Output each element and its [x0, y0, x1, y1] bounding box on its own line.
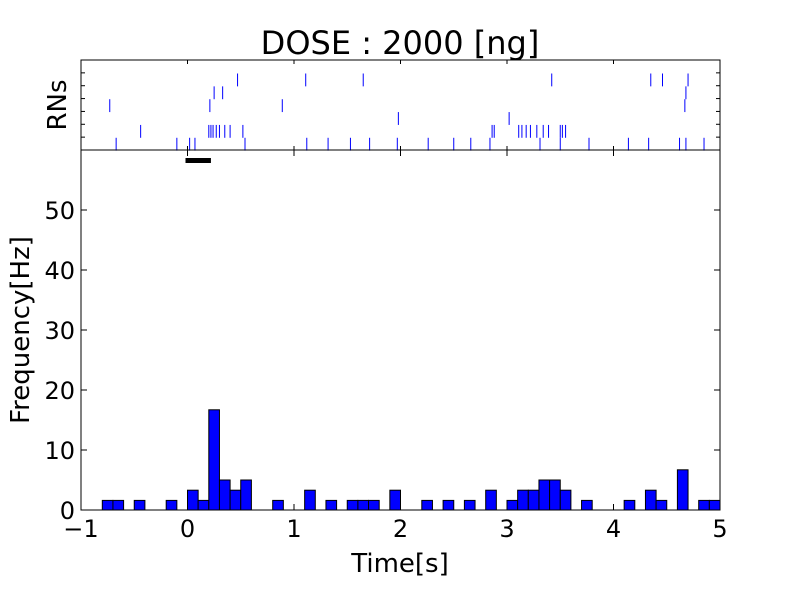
histogram-bar [112, 499, 125, 511]
histogram-x-tick-label: 0 [180, 515, 195, 543]
histogram-bar [346, 499, 359, 511]
histogram-bar [240, 479, 252, 511]
histogram-bar [559, 489, 572, 511]
raster-y-axis-label: RNs [43, 79, 73, 130]
histogram-bar [506, 499, 519, 511]
histogram-x-tick-label: 2 [393, 515, 408, 543]
histogram-bar [485, 489, 497, 511]
histogram-bar [389, 489, 402, 511]
histogram-bar [708, 499, 721, 511]
histogram-y-tick-label: 0 [60, 497, 75, 525]
histogram-x-tick-label: 5 [712, 515, 727, 543]
raster-panel [80, 59, 721, 163]
histogram-y-tick-label: 10 [44, 437, 75, 465]
histogram-x-tick-label: 3 [499, 515, 514, 543]
histogram-bar [187, 489, 199, 511]
histogram-bar [527, 489, 540, 511]
histogram-bar [517, 489, 529, 511]
histogram-x-tick-label: −1 [63, 515, 98, 543]
histogram-y-tick-label: 40 [44, 257, 75, 285]
histogram-bar [655, 499, 668, 511]
histogram-y-tick-label: 30 [44, 317, 75, 345]
histogram-bar [229, 489, 242, 511]
chart-title: DOSE : 2000 [ng] [261, 24, 540, 62]
histogram-y-tick-label: 50 [44, 197, 75, 225]
histogram-bar [698, 499, 710, 511]
histogram-bar [676, 469, 689, 511]
histogram-bar [133, 499, 146, 511]
stimulus-bar [185, 158, 211, 163]
histogram-frame [80, 149, 721, 511]
histogram-bar [581, 499, 593, 511]
histogram-bar [272, 499, 284, 511]
histogram-bar [538, 479, 551, 511]
histogram-bar [549, 479, 561, 511]
histogram-bar [101, 499, 114, 511]
histogram-bar [304, 489, 316, 511]
histogram-y-axis-label: Frequency[Hz] [6, 236, 36, 424]
histogram-x-tick-label: 1 [286, 515, 301, 543]
histogram-x-tick-label: 4 [606, 515, 621, 543]
histogram-bar [325, 499, 338, 511]
histogram-x-axis-label: Time[s] [350, 549, 448, 579]
histogram-bar [197, 499, 210, 511]
histogram-bar [218, 479, 231, 511]
histogram-bar [463, 499, 476, 511]
histogram-y-tick-label: 20 [44, 377, 75, 405]
histogram-bar [208, 409, 220, 511]
histogram-bar [421, 499, 433, 511]
histogram-bar [623, 499, 636, 511]
raster-frame [80, 59, 721, 151]
histogram-bar [165, 499, 178, 511]
histogram-bar [644, 489, 657, 511]
histogram-bar [368, 499, 380, 511]
histogram-bar [357, 499, 370, 511]
histogram-bar [442, 499, 455, 511]
